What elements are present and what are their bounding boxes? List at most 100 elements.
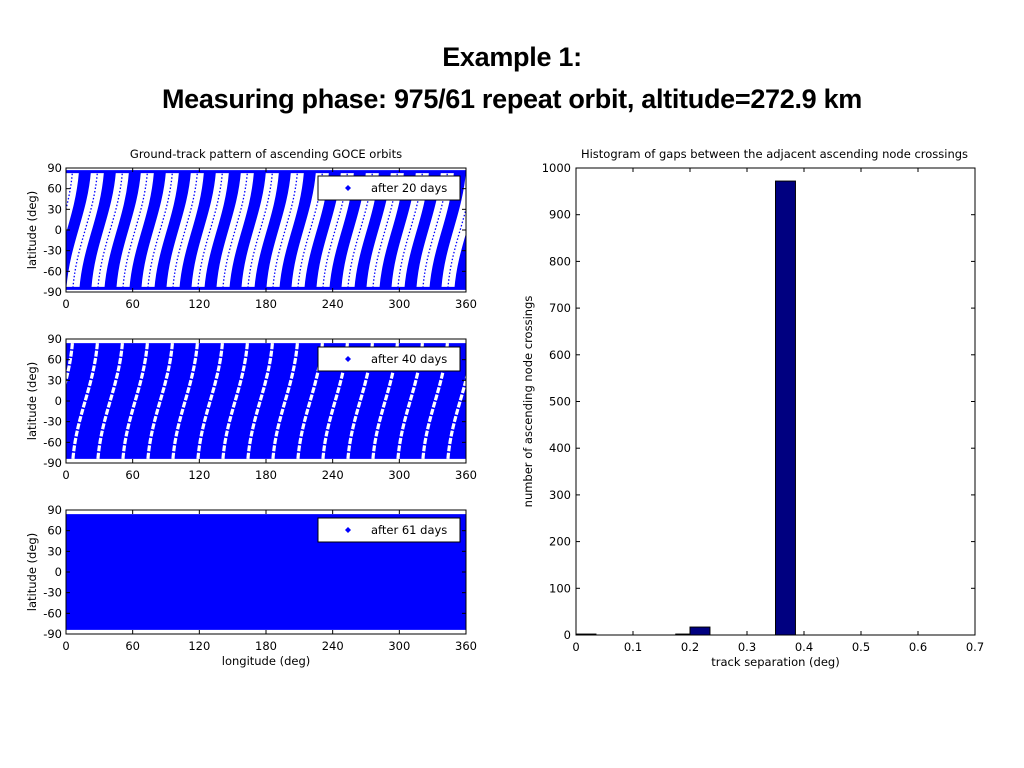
x-tick-label: 0 xyxy=(62,468,69,482)
x-axis-label: longitude (deg) xyxy=(222,654,311,668)
x-tick-label: 360 xyxy=(455,297,477,311)
y-tick-label: -90 xyxy=(43,285,62,299)
y-tick-label: 200 xyxy=(549,535,571,549)
legend-box xyxy=(317,346,461,372)
ground-track-line xyxy=(66,172,74,212)
legend-label: after 61 days xyxy=(371,523,447,537)
ground-track-plot-61-days: 0 60 120 180 240 300 3609060300-30-60-90latitu… xyxy=(25,503,477,668)
x-tick-label: 0 xyxy=(62,639,69,653)
ground-track-line xyxy=(272,172,299,288)
y-tick-label: 600 xyxy=(549,348,571,362)
ground-track-line xyxy=(97,172,124,288)
x-axis-label: track separation (deg) xyxy=(711,655,839,669)
y-tick-label: 900 xyxy=(549,208,571,222)
y-tick-label: 1000 xyxy=(542,161,571,175)
x-tick-label: 120 xyxy=(188,639,210,653)
track-gap xyxy=(473,343,497,459)
chart-title: Histogram of gaps between the adjacent a… xyxy=(581,147,968,161)
x-tick-label: 180 xyxy=(255,297,277,311)
y-tick-label: 0 xyxy=(564,628,571,642)
ground-track-line xyxy=(222,172,249,288)
x-tick-label: 300 xyxy=(388,297,410,311)
track-gap xyxy=(196,342,224,460)
y-tick-label: 400 xyxy=(549,441,571,455)
x-tick-label: 240 xyxy=(322,639,344,653)
x-tick-label: 120 xyxy=(188,468,210,482)
y-tick-label: -60 xyxy=(43,264,62,278)
y-tick-label: -30 xyxy=(43,415,62,429)
y-tick-label: 60 xyxy=(47,182,62,196)
track-gap xyxy=(441,171,466,289)
histogram-bar xyxy=(689,626,711,636)
x-tick-label: 0.4 xyxy=(795,640,813,654)
x-tick-label: 0.3 xyxy=(738,640,756,654)
x-tick-label: 0 xyxy=(62,297,69,311)
x-tick-label: 0.5 xyxy=(852,640,870,654)
x-tick-label: 360 xyxy=(455,639,477,653)
x-tick-label: 60 xyxy=(125,468,140,482)
histogram-bar xyxy=(775,180,796,636)
y-tick-label: 0 xyxy=(55,565,62,579)
legend-label: after 20 days xyxy=(371,181,447,195)
y-tick-label: -90 xyxy=(43,627,62,641)
y-tick-label: 60 xyxy=(47,353,62,367)
track-gap xyxy=(171,342,199,460)
legend-label: after 40 days xyxy=(371,352,447,366)
track-gap xyxy=(66,342,74,387)
x-tick-label: 180 xyxy=(255,468,277,482)
y-tick-label: 500 xyxy=(549,395,571,409)
x-tick-label: 240 xyxy=(322,297,344,311)
x-tick-label: 0.2 xyxy=(681,640,699,654)
ground-track-line xyxy=(72,172,99,288)
y-tick-label: 0 xyxy=(55,223,62,237)
x-tick-label: 0.7 xyxy=(966,640,984,654)
chart-title: Ground-track pattern of ascending GOCE o… xyxy=(130,147,402,161)
track-gap xyxy=(246,342,274,460)
x-tick-label: 0.1 xyxy=(624,640,642,654)
histogram-plot: 0 0.1 0.2 0.3 0.4 0.5 0.6 0.7 0 100 200 300 400 500 60… xyxy=(521,147,984,669)
ground-track-plot-40-days: 0 60 120 180 240 300 3609060300-30-60-90latitu… xyxy=(25,332,497,482)
y-axis-label: latitude (deg) xyxy=(25,191,39,269)
track-gap xyxy=(473,172,497,288)
legend-marker xyxy=(345,527,351,533)
slide-title-line1: Example 1: xyxy=(442,42,582,72)
legend-box xyxy=(317,517,461,543)
track-gap xyxy=(271,342,299,460)
y-tick-label: 90 xyxy=(47,332,62,346)
y-tick-label: -60 xyxy=(43,435,62,449)
ground-track-plot-20-days: 0 60 120 180 240 300 3609060300-30-60-90latitu… xyxy=(25,147,497,311)
x-tick-label: 0.6 xyxy=(909,640,927,654)
x-tick-label: 120 xyxy=(188,297,210,311)
y-tick-label: 30 xyxy=(47,373,62,387)
ground-track-line xyxy=(172,172,199,288)
y-tick-label: -30 xyxy=(43,244,62,258)
x-tick-label: 60 xyxy=(125,297,140,311)
y-tick-label: 800 xyxy=(549,254,571,268)
legend-box xyxy=(317,175,461,201)
track-gap xyxy=(121,342,149,460)
y-tick-label: 90 xyxy=(47,503,62,517)
ground-track-line xyxy=(147,172,174,288)
y-axis-label: number of ascending node crossings xyxy=(521,296,535,508)
y-tick-label: -90 xyxy=(43,456,62,470)
y-tick-label: 700 xyxy=(549,301,571,315)
y-axis-label: latitude (deg) xyxy=(25,533,39,611)
track-gap xyxy=(221,342,249,460)
track-gap xyxy=(146,342,174,460)
y-axis-label: latitude (deg) xyxy=(25,362,39,440)
ground-track-line xyxy=(473,172,497,288)
ground-track-line xyxy=(122,172,149,288)
x-tick-label: 300 xyxy=(388,639,410,653)
y-tick-label: 300 xyxy=(549,488,571,502)
y-tick-label: 0 xyxy=(55,394,62,408)
legend-marker xyxy=(345,185,351,191)
x-tick-label: 360 xyxy=(455,468,477,482)
ground-track-line xyxy=(197,172,224,288)
track-gap xyxy=(446,372,466,460)
track-gap xyxy=(96,342,124,460)
ground-track-line xyxy=(247,172,274,288)
y-tick-label: -30 xyxy=(43,586,62,600)
x-tick-label: 240 xyxy=(322,468,344,482)
y-tick-label: 100 xyxy=(549,581,571,595)
